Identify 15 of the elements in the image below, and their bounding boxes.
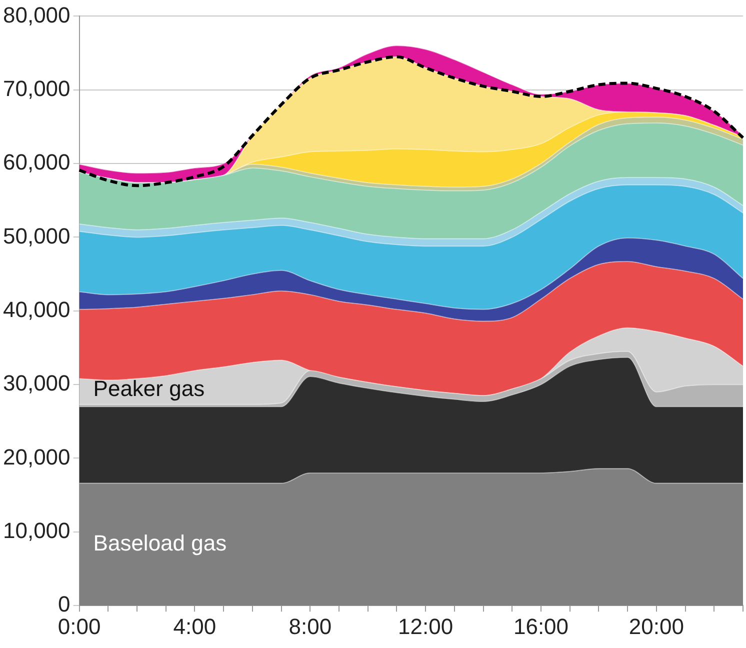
x-tick-label: 16:00 — [513, 614, 569, 639]
y-tick-label: 80,000 — [2, 2, 70, 28]
y-tick-label: 40,000 — [2, 296, 70, 322]
x-tick-label: 8:00 — [288, 614, 332, 639]
y-tick-label: 70,000 — [2, 76, 70, 101]
series-label: Baseload gas — [93, 530, 227, 556]
x-tick-label: 12:00 — [398, 614, 454, 639]
x-tick-label: 4:00 — [173, 614, 216, 639]
series-label: Peaker gas — [93, 376, 205, 402]
y-tick-label: 50,000 — [2, 223, 70, 248]
y-tick-label: 30,000 — [2, 370, 70, 396]
y-tick-label: 20,000 — [2, 444, 70, 470]
x-tick-label: 20:00 — [628, 614, 684, 639]
y-tick-label: 60,000 — [2, 150, 70, 175]
y-tick-label: 10,000 — [2, 518, 70, 543]
